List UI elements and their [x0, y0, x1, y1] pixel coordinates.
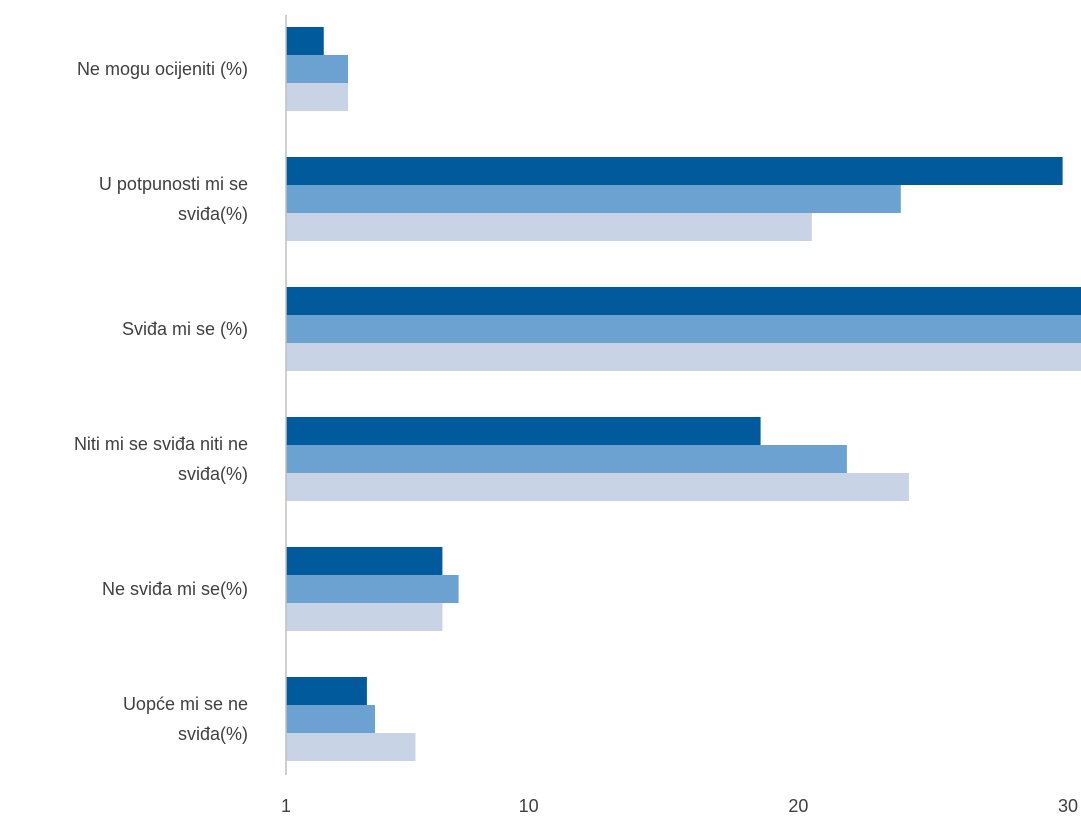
- bar-1-series-3: [286, 83, 349, 111]
- x-tick-label-1: 1: [281, 796, 291, 816]
- x-tick-label-20: 20: [788, 796, 808, 816]
- category-label-6: Uopće mi se ne sviđa(%): [123, 694, 248, 744]
- category-label-line: Ne mogu ocijeniti (%): [77, 59, 248, 79]
- category-label-4: Niti mi se sviđa niti ne sviđa(%): [74, 434, 248, 484]
- bar-2-series-3: [286, 213, 812, 241]
- category-label-line: sviđa(%): [178, 204, 248, 224]
- x-axis-tick-labels: 1 10 20 30: [281, 796, 1078, 816]
- category-label-line: U potpunosti mi se: [99, 174, 248, 194]
- bar-1-series-2: [286, 55, 349, 83]
- category-label-3: Sviđa mi se (%): [122, 319, 248, 339]
- category-label-1: Ne mogu ocijeniti (%): [77, 59, 248, 79]
- bar-3-series-2: [286, 315, 1081, 343]
- category-label-line: Uopće mi se ne: [123, 694, 248, 714]
- category-label-2: U potpunosti mi se sviđa(%): [99, 174, 248, 224]
- category-labels: Ne mogu ocijeniti (%) U potpunosti mi se s…: [74, 59, 248, 744]
- bar-3-series-3: [286, 343, 1081, 371]
- x-tick-label-30: 30: [1058, 796, 1078, 816]
- category-label-line: Sviđa mi se (%): [122, 319, 248, 339]
- bar-2-series-2: [286, 185, 901, 213]
- bar-6-series-3: [286, 733, 416, 761]
- bar-3-series-1: [286, 287, 1081, 315]
- category-label-line: Niti mi se sviđa niti ne: [74, 434, 248, 454]
- category-label-line: Ne sviđa mi se(%): [102, 579, 248, 599]
- bar-5-series-2: [286, 575, 459, 603]
- bar-4-series-2: [286, 445, 847, 473]
- x-tick-label-10: 10: [519, 796, 539, 816]
- bar-1-series-1: [286, 27, 324, 55]
- category-label-line: sviđa(%): [178, 464, 248, 484]
- bar-2-series-1: [286, 157, 1063, 185]
- bar-4-series-1: [286, 417, 761, 445]
- bar-4-series-3: [286, 473, 909, 501]
- bar-5-series-1: [286, 547, 443, 575]
- bar-5-series-3: [286, 603, 443, 631]
- bars-group: [286, 27, 1081, 761]
- bar-6-series-1: [286, 677, 367, 705]
- bar-6-series-2: [286, 705, 375, 733]
- category-label-line: sviđa(%): [178, 724, 248, 744]
- category-label-5: Ne sviđa mi se(%): [102, 579, 248, 599]
